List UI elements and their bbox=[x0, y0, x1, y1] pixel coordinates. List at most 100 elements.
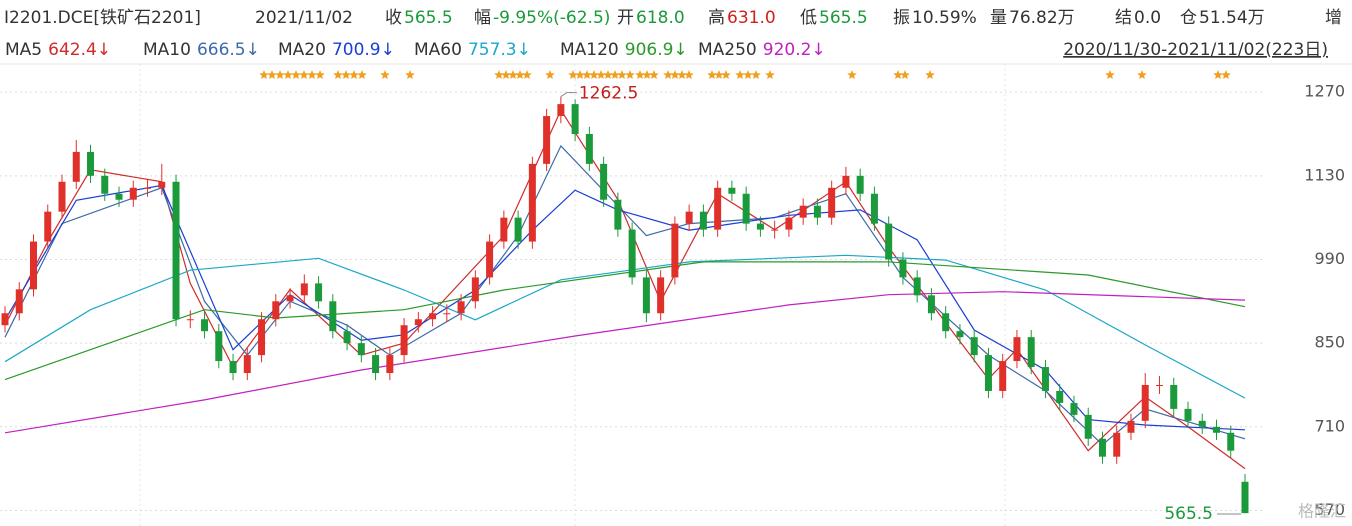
candle-body bbox=[913, 277, 921, 296]
candle-body bbox=[1, 313, 9, 326]
legend-name: MA5 bbox=[5, 40, 42, 60]
candle-body bbox=[357, 343, 365, 356]
legend-item: MA5 642.4↓ bbox=[5, 40, 111, 60]
y-tick-label: 710 bbox=[1314, 416, 1345, 435]
candle-body bbox=[400, 325, 408, 356]
signal-star bbox=[333, 70, 343, 79]
annotation: 565.5 bbox=[1164, 504, 1213, 524]
signal-star bbox=[743, 70, 753, 79]
candle-body bbox=[329, 301, 337, 332]
signal-star bbox=[1105, 70, 1115, 79]
signal-star bbox=[684, 70, 694, 79]
candle-body bbox=[315, 283, 323, 302]
candle-body bbox=[714, 187, 722, 230]
field-value: 565.5 bbox=[819, 8, 868, 28]
candle-body bbox=[101, 175, 109, 194]
signal-star bbox=[670, 70, 680, 79]
candle-body bbox=[942, 313, 950, 332]
candle-body bbox=[443, 313, 451, 315]
legend-value: 757.3↓ bbox=[468, 40, 531, 60]
candle-body bbox=[728, 187, 736, 194]
candle-body bbox=[628, 229, 636, 278]
signal-star bbox=[315, 70, 325, 79]
candle-body bbox=[1184, 408, 1192, 421]
candle-body bbox=[44, 211, 52, 242]
header-field: 高 631.0 bbox=[708, 8, 776, 28]
candle-body bbox=[1084, 414, 1092, 439]
signal-star bbox=[900, 70, 910, 79]
candle-body bbox=[229, 361, 237, 374]
candle-body bbox=[828, 187, 836, 218]
signal-star bbox=[721, 70, 731, 79]
signal-star bbox=[610, 70, 620, 79]
signal-star bbox=[380, 70, 390, 79]
signal-star bbox=[357, 70, 367, 79]
signal-star bbox=[349, 70, 359, 79]
candle-body bbox=[1155, 384, 1163, 386]
signal-star bbox=[589, 70, 599, 79]
watermark: 格隆汇 bbox=[1298, 502, 1346, 521]
candle-body bbox=[685, 211, 693, 224]
candle-body bbox=[471, 277, 479, 302]
candle-body bbox=[785, 217, 793, 230]
candle-body bbox=[15, 289, 23, 314]
candle-body bbox=[457, 301, 465, 314]
signal-star bbox=[341, 70, 351, 79]
signal-star bbox=[494, 70, 504, 79]
candle-body bbox=[115, 193, 123, 200]
signal-star bbox=[751, 70, 761, 79]
candle-body bbox=[956, 331, 964, 338]
candle-body bbox=[300, 283, 308, 296]
labels: I2201.DCE[铁矿石2201] 2021/11/02 收 565.5 幅 -9.95… bbox=[4, 8, 1346, 524]
signal-star bbox=[299, 70, 309, 79]
candle-body bbox=[1041, 367, 1049, 391]
header-field: 振 10.59% bbox=[893, 8, 977, 28]
candle-body bbox=[1013, 337, 1021, 362]
candle-body bbox=[1027, 337, 1035, 368]
legend-value: 642.4↓ bbox=[48, 40, 111, 60]
candle-body bbox=[258, 319, 266, 356]
signal-star bbox=[663, 70, 673, 79]
candle-body bbox=[571, 104, 579, 134]
candle-body bbox=[186, 319, 194, 321]
candle-body bbox=[813, 205, 821, 218]
candle-body bbox=[642, 277, 650, 314]
candle-body bbox=[72, 151, 80, 182]
signal-star bbox=[765, 70, 775, 79]
candle-body bbox=[486, 241, 494, 278]
legend-value: 700.9↓ bbox=[332, 40, 395, 60]
signal-star bbox=[1213, 70, 1223, 79]
field-label: 低 bbox=[800, 8, 817, 28]
candle-body bbox=[899, 259, 907, 278]
signal-star bbox=[545, 70, 555, 79]
field-value: 618.0 bbox=[636, 8, 685, 28]
candle-body bbox=[671, 223, 679, 278]
candle-body bbox=[1127, 420, 1135, 433]
y-tick-label: 850 bbox=[1314, 333, 1345, 352]
legend-value: 906.9↓ bbox=[625, 40, 688, 60]
signal-star bbox=[307, 70, 317, 79]
candle-body bbox=[429, 313, 437, 320]
annotation: 1262.5 bbox=[579, 84, 638, 104]
candle-body bbox=[1113, 432, 1121, 457]
signal-star bbox=[714, 70, 724, 79]
candle-body bbox=[1198, 420, 1206, 427]
candle-body bbox=[614, 199, 622, 230]
header-field: 幅 -9.95%(-62.5) bbox=[474, 8, 610, 28]
legend-item: MA20 700.9↓ bbox=[278, 40, 395, 60]
candle-body bbox=[657, 277, 665, 314]
field-value: 0.0 bbox=[1134, 8, 1161, 28]
signal-star bbox=[707, 70, 717, 79]
field-label: 幅 bbox=[474, 8, 491, 28]
candles bbox=[1, 96, 1249, 514]
candle-body bbox=[1212, 426, 1220, 433]
candle-body bbox=[1170, 384, 1178, 409]
candle-body bbox=[543, 116, 551, 164]
ma-line bbox=[4, 291, 1246, 434]
signal-star bbox=[267, 70, 277, 79]
field-value: 51.54万 bbox=[1199, 8, 1265, 28]
signal-star bbox=[501, 70, 511, 79]
candle-body bbox=[1241, 481, 1249, 514]
